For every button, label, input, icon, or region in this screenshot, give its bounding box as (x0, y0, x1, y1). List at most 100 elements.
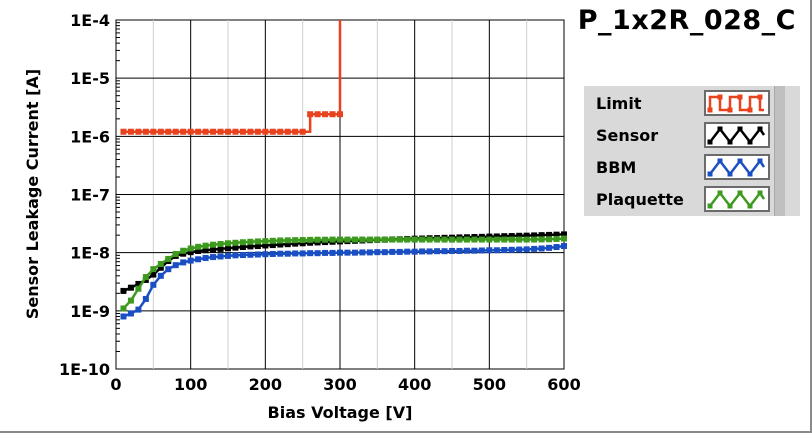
data-point (284, 128, 291, 135)
data-point (202, 128, 209, 135)
data-point (329, 236, 336, 243)
data-point (210, 241, 217, 248)
data-point (337, 249, 343, 256)
data-point (254, 128, 261, 135)
data-point (426, 248, 433, 255)
data-point (292, 237, 299, 244)
data-point (493, 247, 500, 254)
data-point (195, 256, 202, 263)
data-point (277, 128, 284, 135)
data-point (381, 249, 388, 256)
data-point (232, 252, 239, 259)
data-point (426, 236, 433, 243)
legend[interactable]: Limit Sensor BBM Plaquette (584, 86, 800, 216)
legend-swatch[interactable] (704, 90, 770, 116)
data-point (337, 111, 343, 118)
data-point (269, 242, 276, 249)
data-point (359, 249, 366, 256)
data-point (396, 248, 403, 255)
data-point (150, 281, 157, 288)
data-point (247, 238, 254, 245)
data-point (187, 257, 194, 264)
data-point (441, 236, 448, 243)
y-tick-label: 1E-5 (70, 69, 110, 88)
data-point (292, 128, 299, 135)
data-point (516, 236, 523, 243)
data-point (434, 236, 441, 243)
legend-swatch[interactable] (704, 154, 770, 180)
data-point (463, 236, 470, 243)
data-point (150, 128, 157, 135)
y-axis-label: Sensor Leakage Current [A] (23, 69, 42, 319)
data-point (516, 246, 523, 253)
series-layer (120, 20, 567, 320)
data-point (456, 236, 463, 243)
data-point (531, 232, 538, 239)
data-point (142, 274, 149, 281)
data-point (553, 231, 560, 238)
legend-label: Limit (596, 94, 642, 113)
data-point (239, 252, 246, 259)
data-point (232, 128, 239, 135)
data-point (262, 242, 269, 249)
data-point (172, 128, 179, 135)
data-point (538, 245, 545, 252)
data-point (210, 254, 217, 261)
data-point (299, 237, 306, 244)
data-point (210, 246, 217, 253)
legend-swatch[interactable] (704, 186, 770, 212)
data-point (120, 287, 127, 294)
series-bbm (120, 243, 567, 320)
data-point (493, 236, 500, 243)
data-point (486, 236, 493, 243)
data-point (217, 253, 224, 260)
data-point (172, 262, 179, 269)
data-point (262, 238, 269, 245)
data-point (172, 250, 179, 257)
data-point (187, 128, 194, 135)
data-point (284, 241, 291, 248)
data-point (523, 236, 530, 243)
data-point (262, 128, 269, 135)
data-point (247, 128, 254, 135)
data-point (195, 247, 202, 254)
data-point (292, 240, 299, 247)
x-tick-label: 200 (249, 375, 282, 394)
data-point (165, 128, 172, 135)
data-point (225, 240, 231, 247)
data-point (508, 233, 515, 240)
data-point (254, 251, 261, 258)
data-point (165, 266, 172, 273)
data-point (307, 236, 314, 243)
data-point (262, 251, 269, 258)
x-tick-label: 0 (110, 375, 121, 394)
data-point (120, 128, 127, 135)
data-point (150, 271, 157, 278)
legend-item-sensor[interactable]: Sensor (584, 120, 800, 152)
legend-item-plaquette[interactable]: Plaquette (584, 184, 800, 216)
data-point (314, 236, 321, 243)
data-point (165, 255, 172, 262)
legend-item-limit[interactable]: Limit (584, 88, 800, 120)
data-point (127, 128, 134, 135)
data-point (127, 310, 134, 317)
data-point (434, 248, 441, 255)
data-point (546, 244, 553, 251)
legend-scrollbar[interactable] (774, 86, 785, 216)
data-point (225, 245, 231, 252)
legend-item-bbm[interactable]: BBM (584, 152, 800, 184)
data-point (299, 250, 306, 257)
data-point (553, 244, 560, 251)
legend-swatch[interactable] (704, 122, 770, 148)
data-point (471, 236, 478, 243)
series-plaquette (120, 235, 567, 312)
data-point (322, 236, 329, 243)
data-point (374, 236, 381, 243)
data-point (344, 236, 351, 243)
data-point (277, 237, 284, 244)
data-point (366, 236, 373, 243)
data-point (127, 284, 134, 291)
data-point (404, 236, 411, 243)
data-point (449, 247, 455, 254)
